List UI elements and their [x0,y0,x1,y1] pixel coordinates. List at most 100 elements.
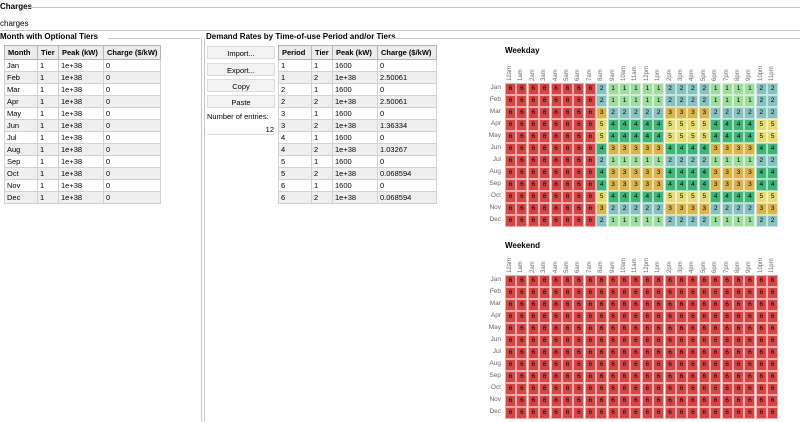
weekday-period-cell[interactable]: 2 [641,107,653,119]
weekday-period-cell[interactable]: 4 [733,119,744,131]
demand-cell[interactable]: 1e+38 [332,143,378,156]
monthly-cell[interactable]: Sep [4,155,38,168]
weekday-period-cell[interactable]: 3 [687,203,699,215]
weekday-period-cell[interactable]: 6 [562,95,573,107]
weekend-period-cell[interactable]: 6 [505,287,516,299]
weekend-period-cell[interactable]: 6 [755,335,767,347]
demand-cell[interactable]: 5 [278,167,312,180]
weekend-period-cell[interactable]: 6 [698,383,710,395]
weekend-period-cell[interactable]: 6 [733,371,744,383]
weekday-period-cell[interactable]: 6 [573,191,585,203]
weekend-period-cell[interactable]: 6 [596,407,608,419]
weekend-period-cell[interactable]: 6 [516,299,528,311]
weekday-period-cell[interactable]: 4 [630,119,642,131]
weekday-period-cell[interactable]: 6 [562,83,573,95]
weekend-period-cell[interactable]: 6 [710,395,722,407]
weekday-period-cell[interactable]: 3 [607,143,619,155]
weekend-period-cell[interactable]: 6 [664,335,676,347]
weekend-period-cell[interactable]: 6 [607,407,619,419]
demand-row[interactable]: 5 2 1e+38 0.068594 [278,167,437,180]
weekday-period-cell[interactable]: 5 [767,131,779,143]
weekend-period-cell[interactable]: 6 [562,359,573,371]
weekend-period-cell[interactable]: 6 [607,383,619,395]
weekday-period-cell[interactable]: 6 [539,95,551,107]
weekday-period-cell[interactable]: 1 [619,83,630,95]
weekend-period-cell[interactable]: 6 [505,347,516,359]
weekend-period-cell[interactable]: 6 [687,407,699,419]
weekend-period-cell[interactable]: 6 [630,383,642,395]
weekday-period-cell[interactable]: 6 [550,107,562,119]
weekday-period-cell[interactable]: 4 [619,191,630,203]
weekday-period-cell[interactable]: 6 [527,155,539,167]
weekday-period-cell[interactable]: 4 [664,143,676,155]
monthly-cell[interactable]: 0 [102,131,162,144]
weekend-period-cell[interactable]: 6 [539,359,551,371]
weekend-period-cell[interactable]: 6 [527,275,539,287]
weekend-period-cell[interactable]: 6 [630,359,642,371]
weekday-period-cell[interactable]: 2 [698,95,710,107]
export-button[interactable]: Export... [207,63,275,76]
weekday-period-cell[interactable]: 4 [630,131,642,143]
monthly-row[interactable]: Dec 1 1e+38 0 [4,191,162,204]
weekday-period-cell[interactable]: 6 [539,143,551,155]
monthly-cell[interactable]: 0 [102,191,162,204]
demand-column-header[interactable]: Tier [311,45,333,60]
weekend-period-cell[interactable]: 6 [630,311,642,323]
demand-table-wrap[interactable]: Period Tier Peak (kW) Charge ($/kW) 1 1 1600 0… [278,45,437,204]
weekday-period-cell[interactable]: 3 [721,179,733,191]
weekday-period-cell[interactable]: 3 [664,203,676,215]
weekday-period-cell[interactable]: 4 [767,179,779,191]
weekend-period-cell[interactable]: 6 [527,371,539,383]
weekday-period-cell[interactable]: 2 [755,215,767,227]
weekend-period-cell[interactable]: 6 [744,323,756,335]
weekend-period-cell[interactable]: 6 [607,299,619,311]
weekend-period-cell[interactable]: 6 [698,323,710,335]
weekend-period-cell[interactable]: 6 [710,287,722,299]
weekend-period-cell[interactable]: 6 [539,287,551,299]
weekend-period-cell[interactable]: 6 [539,347,551,359]
weekday-period-cell[interactable]: 6 [550,83,562,95]
weekday-period-cell[interactable]: 6 [516,167,528,179]
weekday-period-cell[interactable]: 4 [721,191,733,203]
weekend-period-cell[interactable]: 6 [584,335,596,347]
monthly-cell[interactable]: 0 [102,71,162,84]
weekday-period-cell[interactable]: 6 [584,119,596,131]
weekend-period-cell[interactable]: 6 [755,299,767,311]
weekday-period-cell[interactable]: 4 [596,179,608,191]
weekend-period-cell[interactable]: 6 [653,347,665,359]
weekend-period-cell[interactable]: 6 [573,323,585,335]
weekday-period-cell[interactable]: 2 [664,215,676,227]
demand-row[interactable]: 4 2 1e+38 1.03267 [278,143,437,156]
weekday-period-cell[interactable]: 3 [676,107,687,119]
weekend-period-cell[interactable]: 6 [653,359,665,371]
weekend-period-cell[interactable]: 6 [630,371,642,383]
weekend-period-cell[interactable]: 6 [516,407,528,419]
weekend-period-cell[interactable]: 6 [584,275,596,287]
weekend-period-cell[interactable]: 6 [721,287,733,299]
weekend-period-cell[interactable]: 6 [710,371,722,383]
weekday-period-cell[interactable]: 2 [641,203,653,215]
weekend-period-cell[interactable]: 6 [607,323,619,335]
monthly-cell[interactable]: 0 [102,107,162,120]
weekend-period-cell[interactable]: 6 [562,383,573,395]
demand-row[interactable]: 4 1 1600 0 [278,131,437,144]
weekday-period-cell[interactable]: 6 [584,155,596,167]
weekend-period-cell[interactable]: 6 [664,407,676,419]
monthly-cell[interactable]: 1 [37,119,59,132]
weekend-period-cell[interactable]: 6 [641,383,653,395]
weekend-period-cell[interactable]: 6 [573,335,585,347]
monthly-cell[interactable]: 1e+38 [58,191,104,204]
weekday-period-cell[interactable]: 6 [573,179,585,191]
weekend-period-cell[interactable]: 6 [539,395,551,407]
weekday-period-cell[interactable]: 2 [687,215,699,227]
weekend-period-cell[interactable]: 6 [744,275,756,287]
weekday-period-cell[interactable]: 6 [562,107,573,119]
demand-cell[interactable]: 2 [311,119,333,132]
weekday-period-cell[interactable]: 6 [550,191,562,203]
weekday-period-cell[interactable]: 3 [596,107,608,119]
weekday-period-cell[interactable]: 5 [687,131,699,143]
demand-cell[interactable]: 6 [278,179,312,192]
weekday-period-cell[interactable]: 2 [733,203,744,215]
weekday-period-cell[interactable]: 6 [550,179,562,191]
weekday-period-cell[interactable]: 4 [653,131,665,143]
